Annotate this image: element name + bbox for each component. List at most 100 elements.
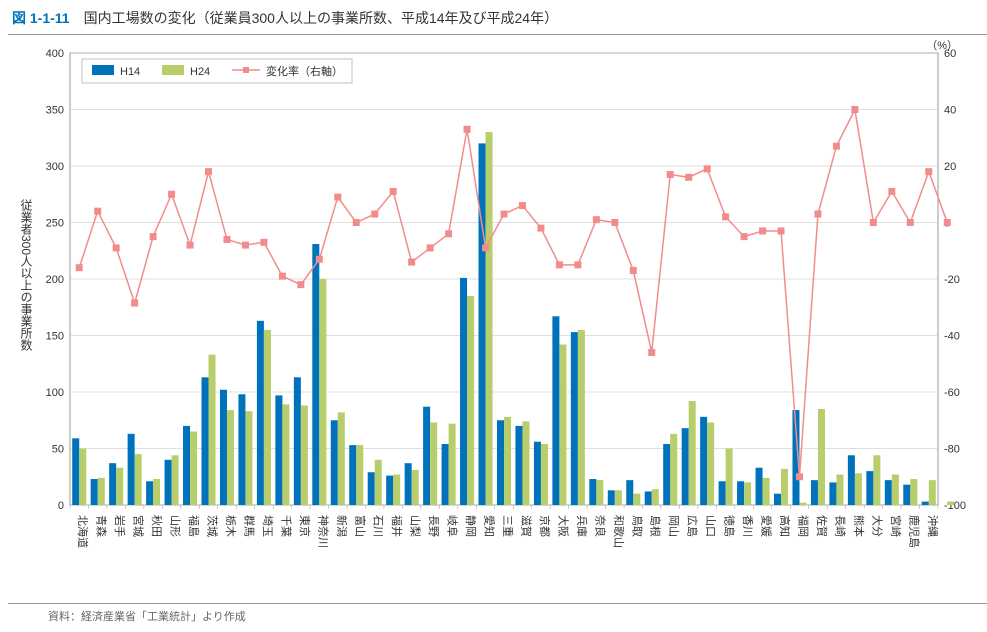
bar-h14 bbox=[848, 455, 855, 505]
bar-h14 bbox=[312, 244, 319, 505]
x-category-label: 東京 bbox=[298, 515, 312, 537]
x-category-label: 宮崎 bbox=[889, 515, 903, 537]
bar-h14 bbox=[663, 444, 670, 505]
rate-marker bbox=[575, 262, 581, 268]
rate-marker bbox=[409, 259, 415, 265]
bar-h24 bbox=[578, 330, 585, 505]
y-right-tick: -20 bbox=[944, 274, 960, 286]
legend-swatch-h14 bbox=[92, 65, 114, 75]
bar-h24 bbox=[615, 490, 622, 505]
bar-h24 bbox=[929, 480, 936, 505]
bar-h14 bbox=[589, 479, 596, 505]
chart-area: 050100150200250300350400-100-80-60-40-20… bbox=[8, 34, 987, 604]
x-category-label: 宮城 bbox=[132, 515, 146, 537]
rate-marker bbox=[630, 268, 636, 274]
y-right-tick: -60 bbox=[944, 387, 960, 399]
rate-marker bbox=[796, 474, 802, 480]
y-left-tick: 0 bbox=[58, 500, 64, 512]
rate-marker bbox=[556, 262, 562, 268]
y-left-tick: 350 bbox=[46, 105, 64, 117]
rate-marker bbox=[298, 282, 304, 288]
bar-h24 bbox=[726, 449, 733, 506]
bar-h14 bbox=[331, 420, 338, 505]
rate-marker bbox=[206, 169, 212, 175]
y-left-tick: 150 bbox=[46, 331, 64, 343]
bar-h14 bbox=[405, 463, 412, 505]
rate-marker bbox=[852, 107, 858, 113]
bar-h14 bbox=[460, 278, 467, 505]
rate-marker bbox=[519, 203, 525, 209]
bar-h24 bbox=[836, 474, 843, 505]
x-category-label: 新潟 bbox=[335, 515, 349, 537]
rate-marker bbox=[649, 349, 655, 355]
legend-label-rate: 変化率（右軸） bbox=[266, 64, 343, 78]
rate-marker bbox=[187, 242, 193, 248]
bar-h14 bbox=[146, 481, 153, 505]
bar-h24 bbox=[98, 478, 105, 505]
bar-h14 bbox=[515, 426, 522, 505]
bar-h14 bbox=[922, 502, 929, 505]
rate-marker bbox=[593, 217, 599, 223]
rate-marker bbox=[76, 265, 82, 271]
x-category-label: 山梨 bbox=[409, 515, 423, 537]
rate-marker bbox=[907, 220, 913, 226]
rate-marker bbox=[483, 245, 489, 251]
x-category-label: 埼玉 bbox=[261, 515, 275, 537]
chart-header: 図 1-1-11 国内工場数の変化（従業員300人以上の事業所数、平成14年及び… bbox=[8, 8, 987, 28]
x-category-label: 佐賀 bbox=[815, 515, 829, 537]
rate-marker bbox=[760, 228, 766, 234]
x-category-label: 長崎 bbox=[833, 515, 847, 537]
bar-h24 bbox=[375, 460, 382, 505]
bar-h14 bbox=[700, 417, 707, 505]
bar-h14 bbox=[294, 377, 301, 505]
bar-h14 bbox=[811, 480, 818, 505]
bar-h24 bbox=[245, 411, 252, 505]
y-right-unit: （%） bbox=[926, 39, 958, 52]
y-left-tick: 300 bbox=[46, 161, 64, 173]
rate-marker bbox=[335, 194, 341, 200]
bar-h24 bbox=[947, 502, 954, 505]
bar-h24 bbox=[781, 469, 788, 505]
bar-h24 bbox=[559, 345, 566, 505]
x-category-label: 青森 bbox=[95, 515, 109, 537]
rate-marker bbox=[353, 220, 359, 226]
y-left-tick: 400 bbox=[46, 48, 64, 60]
rate-marker bbox=[242, 242, 248, 248]
bar-h14 bbox=[238, 394, 245, 505]
x-category-label: 群馬 bbox=[242, 515, 256, 537]
bar-h14 bbox=[257, 321, 264, 505]
x-category-label: 三重 bbox=[501, 515, 515, 537]
bar-h14 bbox=[571, 332, 578, 505]
x-category-label: 沖縄 bbox=[926, 515, 940, 537]
bar-h14 bbox=[534, 442, 541, 505]
y-left-tick: 200 bbox=[46, 274, 64, 286]
rate-marker bbox=[169, 191, 175, 197]
x-category-label: 広島 bbox=[686, 515, 700, 537]
bar-h14 bbox=[552, 316, 559, 505]
rate-marker bbox=[686, 174, 692, 180]
bar-h24 bbox=[190, 432, 197, 505]
bar-h14 bbox=[756, 468, 763, 505]
rate-marker bbox=[944, 220, 950, 226]
bar-h24 bbox=[818, 409, 825, 505]
y-left-tick: 100 bbox=[46, 387, 64, 399]
figure-title: 国内工場数の変化（従業員300人以上の事業所数、平成14年及び平成24年） bbox=[84, 8, 559, 28]
x-category-label: 岡山 bbox=[667, 515, 680, 537]
rate-marker bbox=[132, 300, 138, 306]
bar-h24 bbox=[430, 423, 437, 505]
bar-h24 bbox=[412, 470, 419, 505]
bar-h14 bbox=[442, 444, 449, 505]
x-category-label: 鳥取 bbox=[630, 515, 644, 537]
bar-h24 bbox=[486, 132, 493, 505]
x-category-label: 福井 bbox=[390, 515, 404, 537]
y-right-tick: 40 bbox=[944, 105, 956, 117]
bar-h24 bbox=[689, 401, 696, 505]
bar-h14 bbox=[885, 480, 892, 505]
bar-h24 bbox=[319, 279, 326, 505]
bar-h14 bbox=[128, 434, 135, 505]
bar-h14 bbox=[719, 481, 726, 505]
bar-h14 bbox=[423, 407, 430, 505]
bar-h24 bbox=[652, 489, 659, 505]
bar-h14 bbox=[626, 480, 633, 505]
x-category-label: 茨城 bbox=[206, 515, 220, 537]
